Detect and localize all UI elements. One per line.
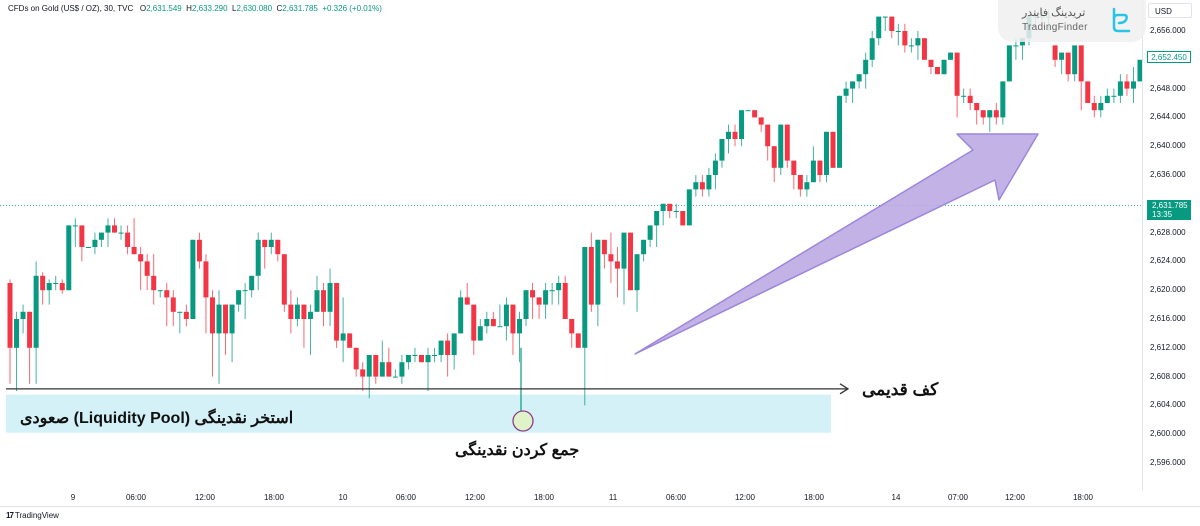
price-chart[interactable]	[0, 0, 1142, 490]
x-tick-label: 18:00	[533, 493, 555, 502]
liquidity-grab-circle	[512, 410, 534, 432]
y-tick-label: 2,612.000	[1150, 342, 1186, 352]
x-tick-label: 12:00	[734, 493, 756, 502]
low-value: 2,630.080	[236, 4, 273, 13]
liquidity-grab-label: جمع کردن نقدینگی	[455, 442, 580, 459]
tradingfinder-logo-icon	[1112, 7, 1131, 33]
x-tick-label: 06:00	[395, 493, 417, 502]
y-tick-label: 2,596.000	[1150, 458, 1186, 467]
price-axis[interactable]	[1142, 0, 1200, 490]
x-tick-label: 07:00	[947, 493, 969, 502]
x-tick-label: 18:00	[803, 493, 825, 502]
y-tick-label: 2,624.000	[1150, 256, 1186, 266]
liquidity-pool-label: استخر نقدینگی (Liquidity Pool) صعودی	[20, 410, 294, 427]
x-tick-label: 18:00	[1072, 493, 1094, 502]
y-tick-label: 2,644.000	[1150, 112, 1186, 122]
watermark-persian: تریدینگ فایندر	[1022, 7, 1086, 19]
x-tick-label: 14	[891, 493, 901, 502]
symbol-legend: CFDs on Gold (US$ / OZ), 30, TVC O2,631.…	[8, 4, 382, 13]
x-tick-label: 9	[70, 493, 76, 502]
tradingview-brand[interactable]: 17 TradingView	[6, 511, 59, 520]
bar-countdown: 13:35	[1152, 210, 1173, 219]
change-value: +0.326 (+0.01%)	[322, 4, 382, 13]
x-tick-label: 12:00	[1004, 493, 1026, 502]
y-tick-label: 2,620.000	[1150, 285, 1186, 295]
axis-divider	[0, 506, 1200, 507]
close-value: 2,631.785	[282, 4, 318, 13]
old-low-label: کف قدیمی	[862, 380, 939, 399]
candles-layer	[7, 9, 1142, 406]
bullish-arrow-icon	[634, 133, 1039, 355]
tradingfinder-watermark: تریدینگ فایندر TradingFinder	[998, 0, 1146, 42]
y-tick-label: 2,604.000	[1150, 400, 1186, 410]
y-tick-label: 2,600.000	[1150, 429, 1186, 439]
y-tick-label: 2,608.000	[1150, 371, 1186, 381]
tradingview-logo-icon: 17	[6, 511, 14, 520]
y-tick-label: 2,648.000	[1150, 83, 1186, 93]
x-tick-label: 18:00	[263, 493, 285, 502]
x-tick-label: 06:00	[125, 493, 147, 502]
y-tick-label: 2,616.000	[1150, 314, 1186, 323]
y-tick-label: 2,636.000	[1150, 170, 1186, 179]
y-tick-label: 2,640.000	[1150, 141, 1186, 151]
symbol-title: CFDs on Gold (US$ / OZ), 30, TVC	[8, 4, 134, 13]
x-tick-label: 12:00	[194, 493, 216, 502]
current-price-tag: 2,631.785 13:35	[1147, 200, 1191, 220]
y-tick-label: 2,656.000	[1150, 26, 1186, 35]
x-tick-label: 06:00	[665, 493, 687, 502]
x-tick-label: 11	[608, 493, 618, 502]
y-tick-label: 2,628.000	[1150, 227, 1186, 237]
watermark-english: TradingFinder	[1022, 22, 1088, 33]
x-tick-label: 12:00	[464, 493, 486, 502]
x-tick-label: 10	[338, 493, 348, 502]
current-price: 2,631.785	[1152, 201, 1188, 210]
price-tag-outlined: 2,652.450	[1147, 51, 1191, 63]
high-value: 2,633.290	[191, 4, 228, 13]
open-value: 2,631.549	[146, 4, 182, 13]
old-low-arrowhead-icon	[839, 383, 850, 395]
currency-button[interactable]: USD	[1148, 3, 1192, 18]
liquidity-pool-zone	[6, 394, 831, 433]
